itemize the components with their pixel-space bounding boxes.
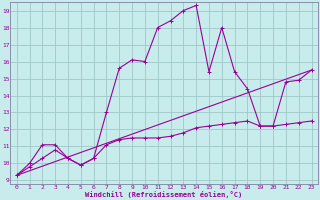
X-axis label: Windchill (Refroidissement éolien,°C): Windchill (Refroidissement éolien,°C) (85, 191, 243, 198)
